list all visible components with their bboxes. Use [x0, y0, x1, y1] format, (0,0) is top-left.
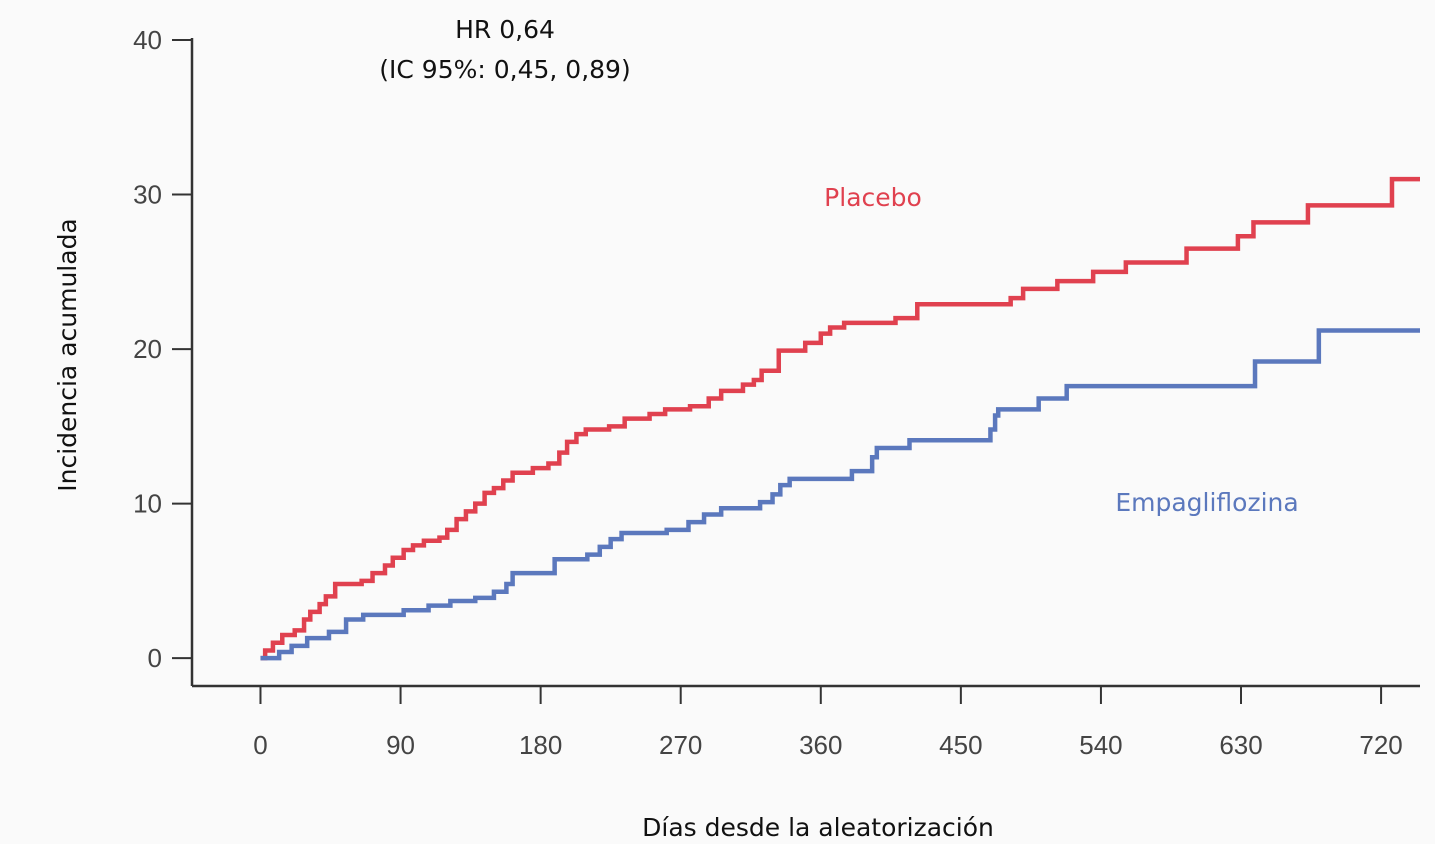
- y-tick-label: 30: [133, 180, 162, 210]
- x-tick-label: 540: [1079, 730, 1122, 760]
- x-axis-title: Días desde la aleatorización: [642, 813, 994, 842]
- x-tick-label: 180: [519, 730, 562, 760]
- series-label: Empagliflozina: [1115, 488, 1298, 517]
- series-line: [260, 176, 1420, 661]
- x-tick-label: 90: [386, 730, 415, 760]
- annotation: HR 0,64: [455, 15, 555, 44]
- series-line: [260, 328, 1420, 661]
- y-tick-label: 10: [133, 489, 162, 519]
- x-tick-label: 0: [253, 730, 267, 760]
- y-axis-title: Incidencia acumulada: [53, 218, 82, 492]
- y-tick-label: 0: [148, 643, 162, 673]
- x-tick-label: 360: [799, 730, 842, 760]
- x-tick-label: 720: [1359, 730, 1402, 760]
- annotation: (IC 95%: 0,45, 0,89): [379, 55, 630, 84]
- x-tick-label: 270: [659, 730, 702, 760]
- y-tick-label: 40: [133, 25, 162, 55]
- series-label: Placebo: [824, 183, 922, 212]
- x-tick-label: 450: [939, 730, 982, 760]
- x-tick-label: 630: [1219, 730, 1262, 760]
- y-tick-label: 20: [133, 334, 162, 364]
